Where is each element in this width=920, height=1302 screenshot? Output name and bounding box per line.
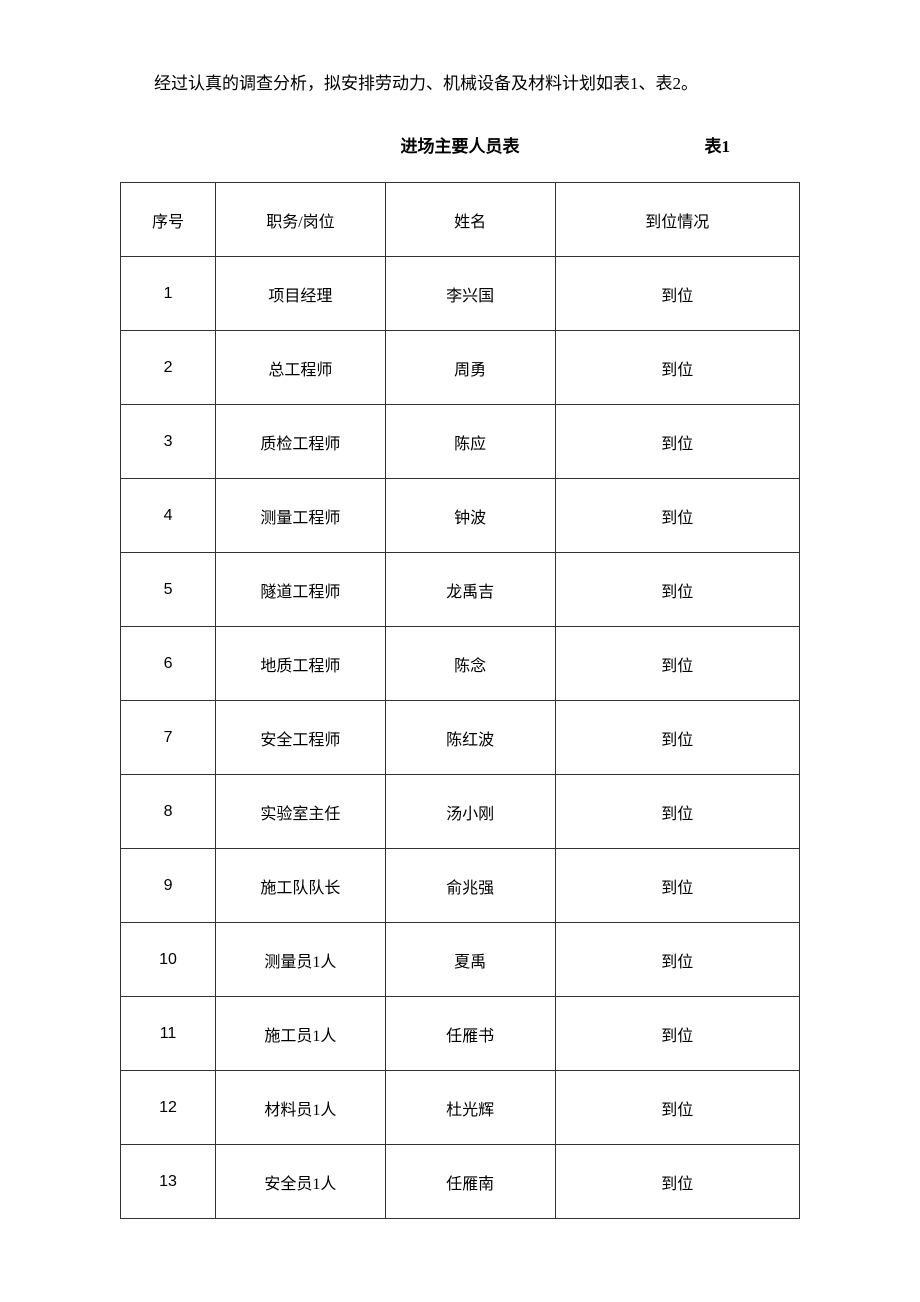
table-cell: 安全员1人 [216,1145,386,1219]
table-cell: 隧道工程师 [216,553,386,627]
table-cell: 质检工程师 [216,405,386,479]
table-cell: 项目经理 [216,257,386,331]
table-cell: 到位 [555,923,799,997]
table-row: 5隧道工程师龙禹吉到位 [121,553,800,627]
table-cell: 7 [121,701,216,775]
table-cell: 8 [121,775,216,849]
table-cell: 到位 [555,405,799,479]
table-cell: 杜光辉 [385,1071,555,1145]
table-row: 3质检工程师陈应到位 [121,405,800,479]
table-cell: 1 [121,257,216,331]
table-cell: 到位 [555,1071,799,1145]
title-row: 进场主要人员表 表1 [120,132,800,157]
table-cell: 到位 [555,849,799,923]
table-header-cell: 序号 [121,183,216,257]
table-cell: 任雁南 [385,1145,555,1219]
table-cell: 6 [121,627,216,701]
table-cell: 4 [121,479,216,553]
table-row: 10测量员1人夏禹到位 [121,923,800,997]
table-cell: 3 [121,405,216,479]
table-cell: 到位 [555,553,799,627]
table-cell: 到位 [555,775,799,849]
table-cell: 施工队队长 [216,849,386,923]
table-cell: 到位 [555,479,799,553]
table-row: 6地质工程师陈念到位 [121,627,800,701]
table-row: 13安全员1人任雁南到位 [121,1145,800,1219]
table-cell: 龙禹吉 [385,553,555,627]
table-cell: 10 [121,923,216,997]
table-cell: 总工程师 [216,331,386,405]
table-header-cell: 职务/岗位 [216,183,386,257]
table-cell: 12 [121,1071,216,1145]
table-row: 4测量工程师钟波到位 [121,479,800,553]
table-cell: 到位 [555,257,799,331]
table-row: 9施工队队长俞兆强到位 [121,849,800,923]
table-cell: 李兴国 [385,257,555,331]
table-header-cell: 姓名 [385,183,555,257]
table-cell: 俞兆强 [385,849,555,923]
table-cell: 实验室主任 [216,775,386,849]
table-number: 表1 [705,132,731,157]
table-cell: 13 [121,1145,216,1219]
table-title: 进场主要人员表 [401,132,520,157]
intro-text: 经过认真的调查分析，拟安排劳动力、机械设备及材料计划如表1、表2。 [120,70,800,97]
table-cell: 到位 [555,997,799,1071]
table-cell: 陈红波 [385,701,555,775]
table-cell: 到位 [555,1145,799,1219]
table-cell: 陈应 [385,405,555,479]
table-cell: 汤小刚 [385,775,555,849]
table-body: 1项目经理李兴国到位2总工程师周勇到位3质检工程师陈应到位4测量工程师钟波到位5… [121,257,800,1219]
table-cell: 到位 [555,627,799,701]
table-cell: 到位 [555,701,799,775]
table-cell: 9 [121,849,216,923]
table-cell: 周勇 [385,331,555,405]
table-cell: 安全工程师 [216,701,386,775]
table-row: 11施工员1人任雁书到位 [121,997,800,1071]
table-cell: 任雁书 [385,997,555,1071]
table-cell: 材料员1人 [216,1071,386,1145]
table-cell: 钟波 [385,479,555,553]
table-cell: 11 [121,997,216,1071]
table-row: 7安全工程师陈红波到位 [121,701,800,775]
table-cell: 5 [121,553,216,627]
table-row: 1项目经理李兴国到位 [121,257,800,331]
table-cell: 2 [121,331,216,405]
table-cell: 测量工程师 [216,479,386,553]
table-header-row: 序号 职务/岗位 姓名 到位情况 [121,183,800,257]
table-cell: 地质工程师 [216,627,386,701]
table-cell: 测量员1人 [216,923,386,997]
table-cell: 陈念 [385,627,555,701]
table-header-cell: 到位情况 [555,183,799,257]
table-cell: 夏禹 [385,923,555,997]
table-row: 2总工程师周勇到位 [121,331,800,405]
table-row: 8实验室主任汤小刚到位 [121,775,800,849]
table-cell: 到位 [555,331,799,405]
personnel-table: 序号 职务/岗位 姓名 到位情况 1项目经理李兴国到位2总工程师周勇到位3质检工… [120,182,800,1219]
table-row: 12材料员1人杜光辉到位 [121,1071,800,1145]
table-cell: 施工员1人 [216,997,386,1071]
